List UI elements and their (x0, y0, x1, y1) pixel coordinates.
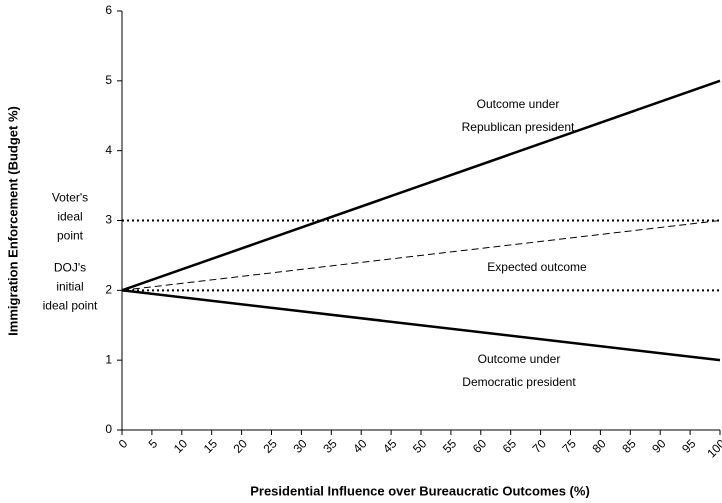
reference-label: DOJ's (54, 261, 86, 275)
x-tick-label: 10 (171, 436, 191, 456)
x-tick-label: 0 (116, 436, 131, 451)
x-tick-label: 100 (704, 436, 722, 460)
x-tick-label: 60 (470, 436, 490, 456)
x-tick-label: 20 (231, 436, 251, 456)
annotation: Democratic president (462, 375, 576, 389)
x-tick-label: 5 (146, 436, 161, 451)
reference-label: ideal (57, 210, 82, 224)
reference-label: ideal point (43, 299, 98, 313)
x-tick-label: 40 (350, 436, 370, 456)
series-line (121, 79, 721, 292)
x-tick-label: 25 (261, 436, 281, 456)
x-tick-label: 15 (201, 436, 221, 456)
annotation: Outcome under (477, 97, 560, 111)
reference-label: Voter's (52, 191, 88, 205)
y-tick-label: 6 (105, 3, 112, 17)
x-tick-label: 95 (679, 436, 699, 456)
y-tick-label: 5 (105, 73, 112, 87)
reference-label: initial (56, 280, 83, 294)
x-tick-label: 85 (619, 436, 639, 456)
x-tick-label: 65 (500, 436, 520, 456)
x-tick-label: 50 (410, 436, 430, 456)
x-tick-label: 90 (649, 436, 669, 456)
x-tick-label: 75 (560, 436, 580, 456)
x-tick-label: 30 (290, 436, 310, 456)
annotation: Outcome under (478, 352, 561, 366)
annotation: Expected outcome (487, 260, 587, 274)
x-axis-title: Presidential Influence over Bureaucratic… (250, 483, 590, 498)
y-tick-label: 3 (105, 213, 112, 227)
y-tick-label: 2 (105, 283, 112, 297)
x-tick-label: 55 (440, 436, 460, 456)
annotation: Republican president (462, 120, 575, 134)
series-line (121, 220, 721, 291)
y-tick-label: 0 (105, 422, 112, 436)
y-axis-title: Immigration Enforcement (Budget %) (5, 106, 20, 336)
y-tick-label: 4 (105, 143, 112, 157)
reference-label: point (57, 229, 84, 243)
x-tick-label: 45 (380, 436, 400, 456)
x-tick-label: 80 (589, 436, 609, 456)
x-tick-label: 70 (530, 436, 550, 456)
series-line (121, 289, 721, 362)
y-tick-label: 1 (105, 352, 112, 366)
x-tick-label: 35 (320, 436, 340, 456)
